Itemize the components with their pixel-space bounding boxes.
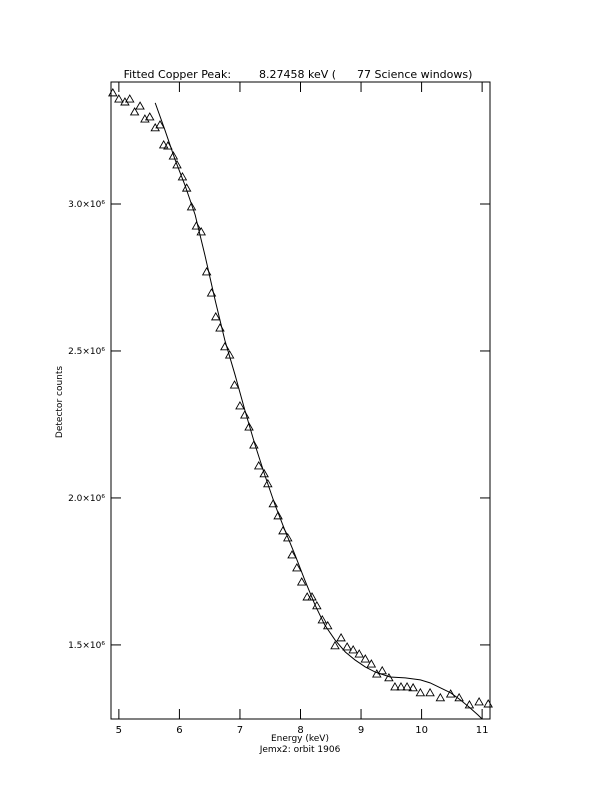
data-point [292, 562, 302, 572]
data-point [144, 112, 155, 121]
data-point [377, 665, 388, 675]
x-axis-label: Energy (keV) [271, 734, 329, 744]
data-point [396, 682, 406, 691]
y-tick-label: 1.5×10⁶ [68, 641, 105, 651]
data-point [474, 697, 484, 706]
data-point [273, 510, 283, 520]
data-point [186, 202, 197, 211]
data-point [135, 101, 145, 110]
data-point [402, 682, 412, 691]
data-point [360, 654, 371, 663]
data-point [240, 410, 250, 419]
data-point [317, 615, 328, 624]
x-tick-label: 8 [297, 725, 303, 736]
x-tick-label: 10 [415, 725, 428, 736]
data-point [307, 592, 317, 601]
data-point [168, 151, 179, 160]
y-axis-label: Detector counts [55, 366, 65, 438]
fit-line [154, 102, 483, 720]
data-point [253, 460, 264, 470]
x-tick-label: 6 [176, 725, 182, 736]
x-tick-label: 11 [476, 725, 489, 736]
data-point [172, 159, 182, 169]
data-point [210, 311, 221, 321]
data-point [229, 380, 240, 389]
x-tick-label: 9 [358, 725, 364, 736]
data-point [150, 122, 160, 132]
data-point [129, 107, 140, 116]
chart-title: Fitted Copper Peak: 8.27458 keV ( 77 Sci… [124, 68, 473, 81]
data-point [390, 682, 400, 691]
data-point [296, 577, 307, 586]
data-point [244, 422, 254, 431]
data-point [235, 401, 245, 410]
x-tick-label: 7 [237, 725, 243, 736]
data-point [408, 682, 418, 692]
data-point [268, 498, 279, 508]
data-point [415, 687, 426, 697]
x-tick-label: 5 [116, 725, 122, 736]
data-point [366, 659, 377, 668]
data-point [108, 87, 118, 97]
data-point [287, 550, 297, 559]
y-tick-label: 2.0×10⁶ [68, 494, 105, 504]
data-point [336, 632, 346, 642]
data-point [425, 687, 435, 697]
y-tick-label: 2.5×10⁶ [68, 347, 105, 357]
data-point [191, 221, 202, 230]
data-point [330, 640, 340, 650]
data-point [348, 645, 358, 654]
data-point [249, 440, 259, 449]
caption: Jemx2: orbit 1906 [259, 745, 341, 755]
data-point [263, 478, 273, 488]
data-point [302, 592, 312, 601]
data-point [483, 699, 493, 708]
data-point [155, 120, 165, 129]
data-point [259, 468, 269, 478]
data-point [354, 649, 365, 658]
y-tick-label: 3.0×10⁶ [68, 200, 105, 210]
data-point [158, 139, 169, 149]
data-point [435, 692, 446, 702]
data-point [124, 94, 135, 103]
data-point [342, 642, 352, 651]
data-point [120, 97, 130, 106]
data-point [114, 94, 124, 103]
data-point [283, 533, 293, 542]
data-point [445, 689, 456, 698]
